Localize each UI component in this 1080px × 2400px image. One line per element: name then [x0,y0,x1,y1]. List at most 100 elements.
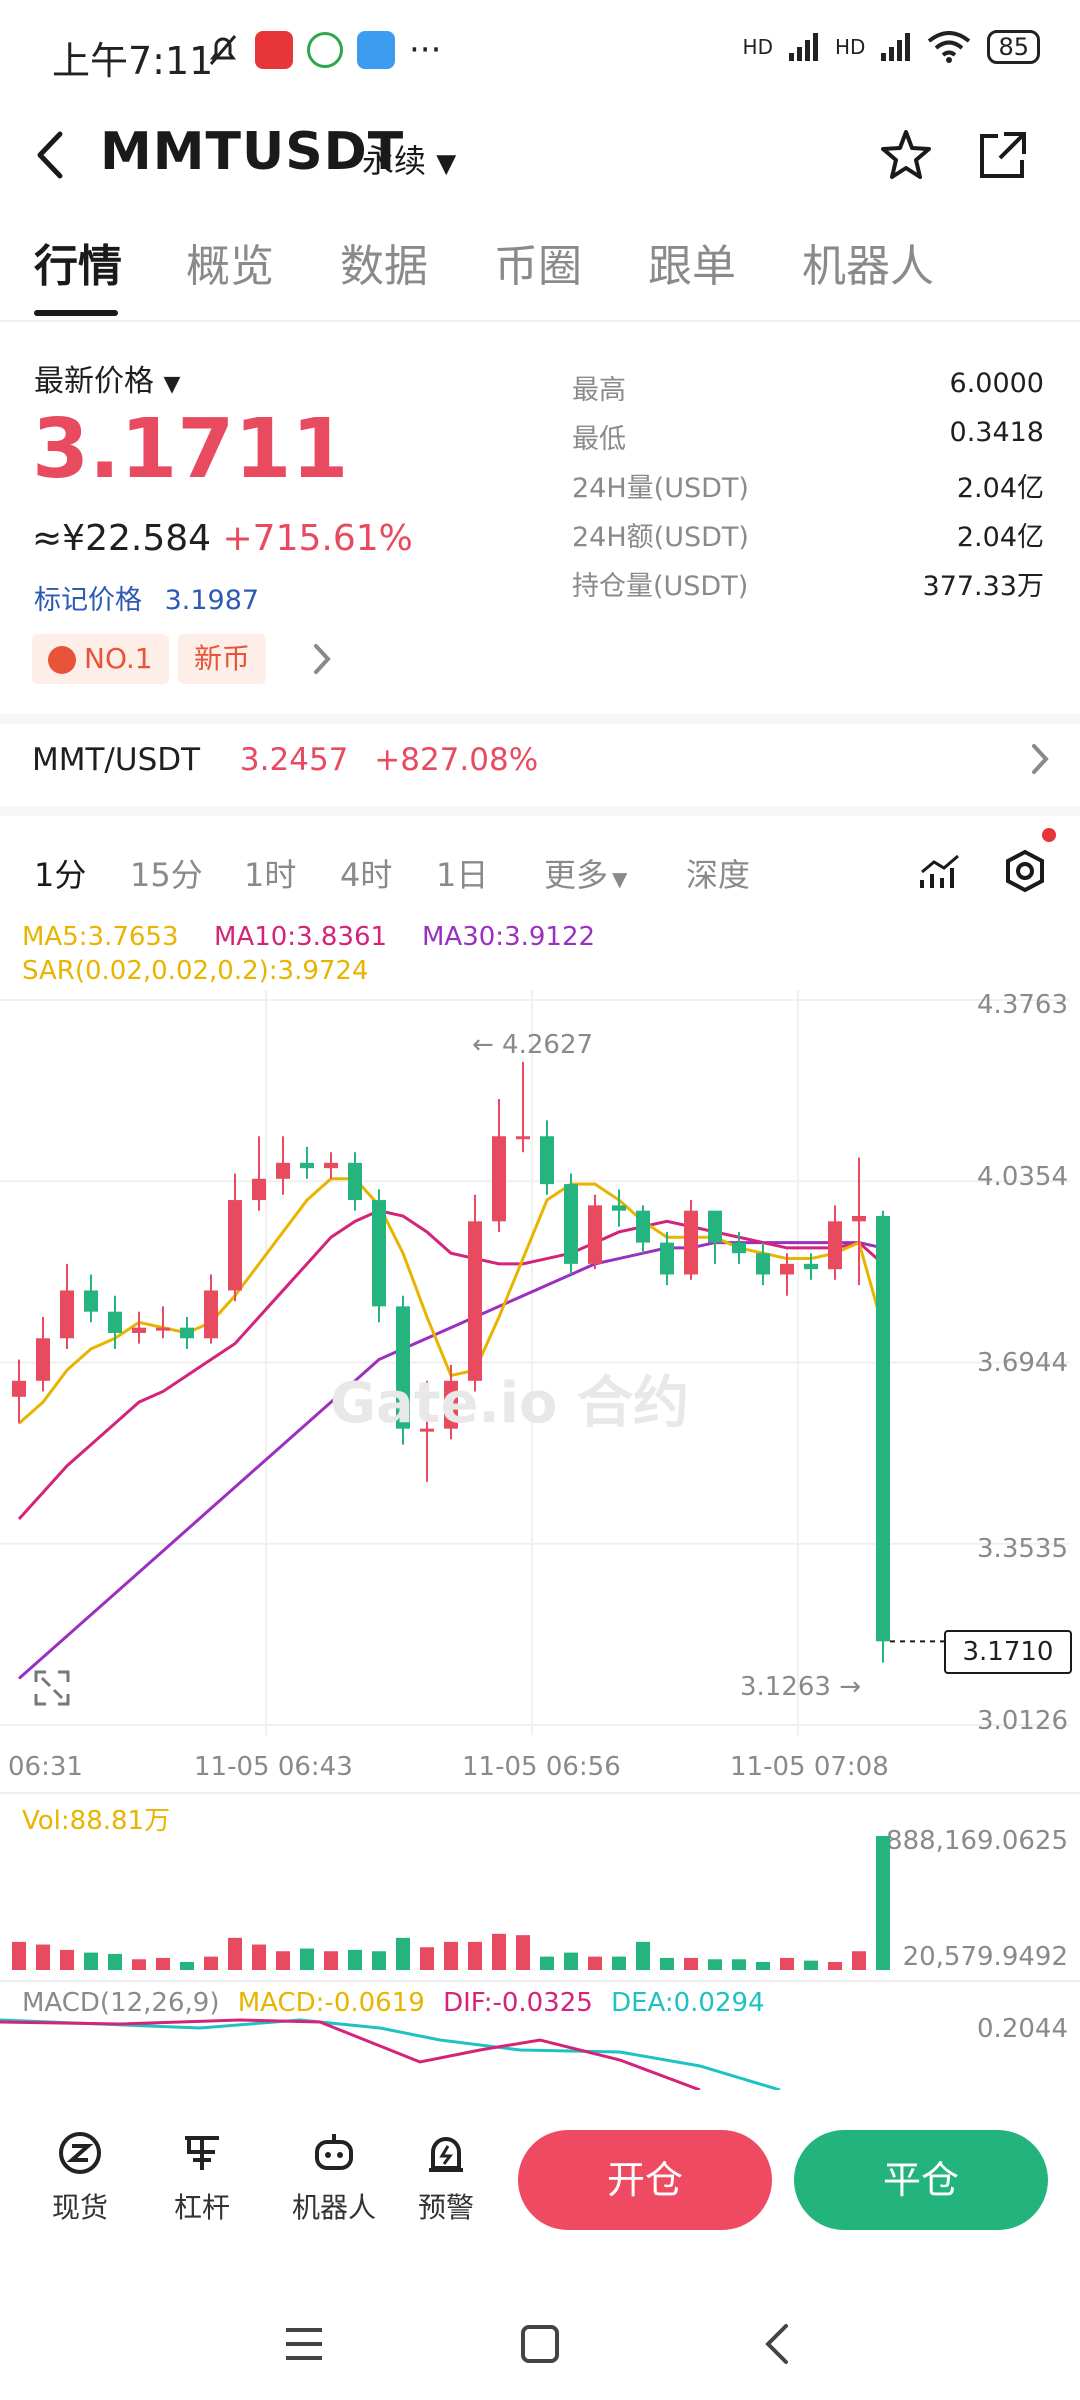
status-time: 上午7:11 [52,39,214,83]
candle [300,1146,314,1179]
candle-body [804,1263,818,1270]
menu-icon[interactable] [282,2322,326,2366]
latest-price-label: 最新价格 [34,364,154,399]
ma30-line [18,1241,884,1680]
candle-body [300,1162,314,1169]
tab-community[interactable]: 币圈 [494,241,582,292]
latest-price-selector[interactable]: 最新价格 ▼ [34,356,180,400]
rank-badge[interactable]: NO.1 [32,634,169,684]
interval-4h[interactable]: 4时 [340,856,393,894]
candle-body [276,1162,290,1179]
status-notification-icons: ··· [205,30,441,70]
candle [108,1295,122,1349]
tab-copy-trade[interactable]: 跟单 [648,241,736,292]
leverage-icon [185,2136,219,2170]
section-divider-2 [0,806,1080,816]
volume-bar [492,1933,506,1970]
new-coin-badge[interactable]: 新币 [178,634,267,684]
status-bar: 上午7:11 ··· HD HD 85 [0,0,1080,100]
volume-min: 20,579.9492 [902,1942,1068,1972]
volume-bar [132,1959,146,1970]
candle [660,1231,674,1286]
contract-type[interactable]: 永续 ▼ [362,136,456,182]
macd-divider [0,1980,1080,1982]
spot-nav[interactable]: 现货 [30,2130,130,2226]
candle [780,1253,794,1296]
volume-bar [324,1951,338,1970]
wifi-icon [928,31,971,63]
volume-bar [612,1956,626,1970]
spot-change: +827.08% [374,742,539,778]
caret-down-icon: ▼ [163,372,181,397]
back-nav-icon[interactable] [756,2322,800,2366]
depth-tab[interactable]: 深度 [686,856,751,894]
open-position-button[interactable]: 开仓 [518,2130,772,2230]
candle [516,1061,530,1153]
candle [876,1210,890,1663]
bot-nav[interactable]: 机器人 [274,2130,394,2226]
price-sub-row: ≈¥22.584 +715.61% [32,518,413,559]
chevron-right-icon[interactable] [1024,740,1054,778]
candle [732,1231,746,1264]
volume-bar [348,1949,362,1970]
interval-1d[interactable]: 1日 [436,856,489,894]
volume-bar [300,1948,314,1970]
leverage-nav-label: 杠杆 [173,2191,230,2224]
volume-chart [12,1836,890,1970]
interval-1h[interactable]: 1时 [244,856,297,894]
volume-label: Vol:88.81万 [22,1806,171,1836]
tab-overview[interactable]: 概览 [186,241,274,292]
candlestick-chart[interactable] [0,990,1080,1735]
volume-bar [852,1951,866,1970]
candle-body [204,1290,218,1339]
main-tabs: 行情 概览 数据 币圈 跟单 机器人 [0,230,1080,320]
candle [444,1364,458,1440]
candle [612,1189,626,1227]
candle [756,1242,770,1286]
candle [252,1136,266,1211]
leverage-nav[interactable]: 杠杆 [152,2130,252,2226]
back-arrow-icon[interactable] [30,128,70,182]
spot-pair: MMT/USDT [32,742,201,778]
tab-bot[interactable]: 机器人 [802,241,934,292]
indicator-chart-icon[interactable] [918,850,962,894]
candle-body [420,1428,434,1432]
settings-notification-dot [1042,828,1056,842]
interval-15m[interactable]: 15分 [130,856,203,894]
chevron-right-icon[interactable] [306,640,336,678]
home-icon[interactable] [518,2322,562,2366]
candle-body [180,1327,194,1339]
candle-body [468,1221,482,1381]
candle-body [708,1210,722,1243]
alert-nav[interactable]: 预警 [396,2130,496,2226]
spot-pair-row[interactable]: MMT/USDT 3.2457 +827.08% [32,742,1042,778]
spot-icon [59,2132,101,2174]
candle [84,1274,98,1323]
candle-body [636,1210,650,1243]
candle-body [756,1253,770,1275]
stat-high-label: 最高 [572,375,626,406]
candle-body [828,1221,842,1270]
spot-price: 3.2457 [239,742,349,778]
candle [12,1359,26,1424]
star-icon[interactable] [876,126,936,186]
tab-data[interactable]: 数据 [340,241,428,292]
sar-label: SAR(0.02,0.02,0.2):3.9724 [22,956,369,986]
share-icon[interactable] [972,126,1032,186]
fullscreen-icon[interactable] [32,1668,72,1708]
tab-market[interactable]: 行情 [34,241,122,292]
interval-more[interactable]: 更多 ▼ [544,850,627,896]
close-position-button[interactable]: 平仓 [794,2130,1048,2230]
x-tick-3: 11-05 06:56 [462,1752,621,1782]
candle-body [228,1200,242,1291]
candle-body [588,1205,602,1264]
volume-bar [12,1941,26,1970]
settings-hexagon-icon[interactable] [1002,848,1048,894]
macd-title: MACD(12,26,9) [22,1988,220,2018]
candle-body [492,1136,506,1222]
x-tick-4: 11-05 07:08 [730,1752,889,1782]
volume-bar [540,1956,554,1970]
interval-1m[interactable]: 1分 [34,856,87,894]
candle [324,1152,338,1179]
contract-symbol[interactable]: MMTUSDT [100,122,405,182]
